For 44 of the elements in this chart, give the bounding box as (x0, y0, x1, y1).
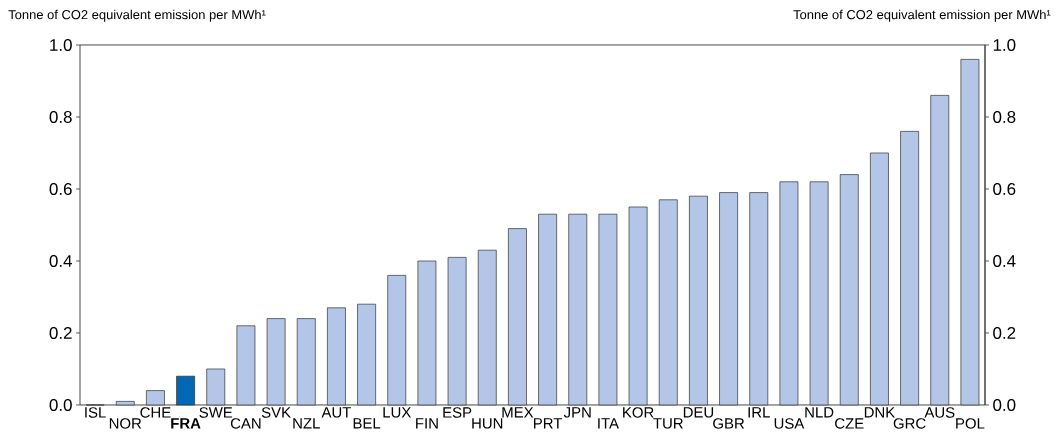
y-tick-label: 0.8 (49, 110, 72, 123)
y-axis-title: Tonne of CO2 equivalent emission per MWh¹ (8, 9, 266, 22)
y-tick-label: 0.4 (49, 254, 72, 267)
y2-tick-label: 0.4 (993, 254, 1016, 267)
y2-axis-title: Tonne of CO2 equivalent emission per MWh¹ (793, 9, 1051, 22)
x-tick-label: CZE (835, 418, 864, 429)
x-tick-label: AUT (321, 407, 352, 418)
x-tick-label: SWE (199, 407, 233, 418)
y-tick-label: 0.2 (49, 326, 72, 339)
x-tick-label: SVK (261, 407, 291, 418)
x-tick-label: MEX (502, 407, 534, 418)
x-tick-label: PRT (534, 418, 563, 429)
y2-tick-label: 0.8 (993, 110, 1016, 123)
y2-tick-label: 1.0 (993, 38, 1016, 51)
x-tick-label: GBR (713, 418, 745, 429)
x-tick-label: USA (774, 418, 805, 429)
y2-tick-label: 0.2 (993, 326, 1016, 339)
x-tick-label: ESP (443, 407, 472, 418)
x-tick-label: FIN (416, 418, 438, 429)
y2-tick-label: 0.6 (993, 182, 1016, 195)
y-tick-label: 0.6 (49, 182, 72, 195)
x-tick-label: ISL (85, 407, 106, 418)
x-tick-label: HUN (472, 418, 503, 429)
x-tick-label: DNK (864, 407, 896, 418)
x-tick-label: AUS (924, 407, 955, 418)
x-tick-label: ITA (598, 418, 619, 429)
x-tick-label: CAN (230, 418, 261, 429)
x-tick-label: JPN (563, 407, 591, 418)
x-tick-label: TUR (653, 418, 683, 429)
x-tick-label: NLD (805, 407, 834, 418)
x-tick-label: CHE (140, 407, 171, 418)
x-tick-label: BEL (353, 418, 381, 429)
y2-tick-label: 0.0 (993, 398, 1016, 411)
y-tick-label: 1.0 (50, 38, 72, 51)
x-tick-label: GRC (893, 418, 926, 429)
x-tick-label: POL (956, 418, 985, 429)
y-tick-label: 0.0 (49, 398, 72, 411)
x-tick-label: NZL (293, 418, 320, 429)
x-tick-label: IRL (748, 407, 770, 418)
x-tick-label: DEU (683, 407, 714, 418)
x-tick-label: FRA (171, 418, 201, 429)
x-tick-label: NOR (109, 418, 142, 429)
x-tick-label: LUX (383, 407, 411, 418)
x-tick-label: KOR (623, 407, 654, 418)
